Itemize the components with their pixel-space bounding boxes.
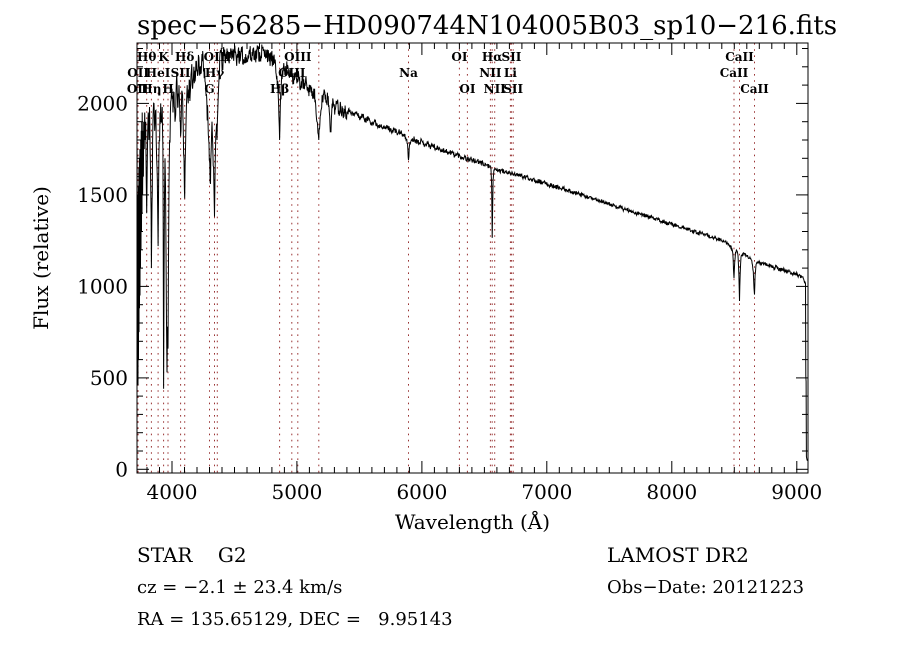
spectral-line-label: Hη — [141, 82, 161, 96]
spectral-line-label: G — [204, 82, 214, 96]
spectral-line-label: SII — [501, 50, 521, 64]
x-tick-label: 9000 — [771, 480, 822, 504]
spectral-line-label: OI — [451, 50, 467, 64]
x-tick-label: 5000 — [271, 480, 322, 504]
spectral-line-label: CaII — [720, 66, 749, 80]
y-tick-label: 1000 — [77, 274, 128, 298]
x-tick-label: 7000 — [521, 480, 572, 504]
obs-date-value: Obs−Date: 20121223 — [607, 577, 805, 598]
x-tick-label: 6000 — [396, 480, 447, 504]
spectral-line-label: SII — [503, 82, 523, 96]
spectral-line-label: HeI — [146, 66, 171, 80]
x-tick-label: 4000 — [147, 480, 198, 504]
classification-label: STAR G2 — [137, 543, 247, 567]
spectral-line-label: NII — [479, 66, 502, 80]
spectral-line-label: K — [158, 50, 169, 64]
spectral-line-label: OIII — [284, 50, 312, 64]
spectral-line-label: CaII — [725, 50, 754, 64]
spectral-line-label: OI — [459, 82, 475, 96]
spectral-line-label: Li — [504, 66, 517, 80]
spectral-line-label: Hα — [482, 50, 503, 64]
y-tick-label: 0 — [115, 457, 128, 481]
survey-label: LAMOST DR2 — [607, 543, 749, 567]
spectral-line-label: OIII — [204, 50, 232, 64]
cz-value: cz = −2.1 ± 23.4 km/s — [137, 577, 343, 598]
spectral-line-label: NII — [484, 82, 507, 96]
spectral-line-label: Hθ — [137, 50, 156, 64]
spectral-line-label: OII — [127, 82, 149, 96]
spectral-line-label: OII — [127, 66, 149, 80]
y-tick-label: 500 — [90, 366, 128, 390]
plot-title: spec−56285−HD090744N104005B03_sp10−216.f… — [137, 11, 838, 41]
x-axis-label: Wavelength (Å) — [395, 509, 550, 534]
spectral-line-label: OIII — [278, 66, 306, 80]
y-axis-label: Flux (relative) — [29, 186, 53, 330]
y-tick-label: 2000 — [77, 91, 128, 115]
x-tick-label: 8000 — [646, 480, 697, 504]
spectrum-trace — [136, 44, 808, 461]
spectral-line-label: Hβ — [270, 82, 289, 96]
y-tick-label: 1500 — [77, 183, 128, 207]
spectral-line-label: Na — [399, 66, 418, 80]
spectral-line-label: SII — [171, 66, 191, 80]
spectral-line-label: CaII — [740, 82, 769, 96]
spectral-line-label: H — [162, 82, 173, 96]
ra-dec-value: RA = 135.65129, DEC = 9.95143 — [137, 609, 453, 630]
spectral-line-label: Hδ — [175, 50, 194, 64]
spectral-line-label: Hγ — [205, 66, 224, 80]
plot-frame — [136, 42, 809, 474]
